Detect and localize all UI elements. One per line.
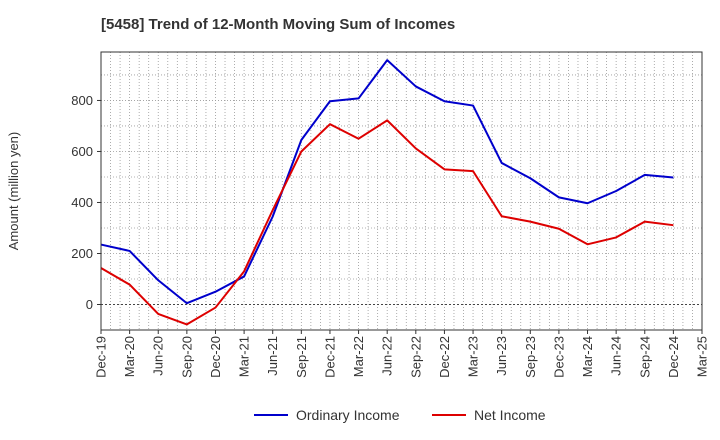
x-tick-label: Dec-24 xyxy=(666,336,681,378)
x-tick-label: Sep-23 xyxy=(523,336,538,378)
x-tick-label: Dec-19 xyxy=(94,336,109,378)
plot-border xyxy=(100,51,703,331)
y-axis-title: Amount (million yen) xyxy=(6,132,21,251)
x-tick-label: Sep-20 xyxy=(179,336,194,378)
y-tick-label: 200 xyxy=(71,246,93,261)
plot-frame xyxy=(100,51,703,331)
x-tick-label: Jun-20 xyxy=(151,336,166,376)
x-tick-label: Mar-22 xyxy=(351,336,366,377)
x-tick-label: Sep-22 xyxy=(408,336,423,378)
x-tick-label: Dec-20 xyxy=(208,336,223,378)
legend-label-ordinary-income: Ordinary Income xyxy=(296,407,400,423)
series-layer xyxy=(100,59,674,326)
x-tick-label: Dec-22 xyxy=(437,336,452,378)
x-tick-label: Dec-23 xyxy=(551,336,566,378)
x-tick-label: Sep-24 xyxy=(637,336,652,378)
y-tick-label: 400 xyxy=(71,195,93,210)
legend: Ordinary Income Net Income xyxy=(254,407,546,423)
net-income-line xyxy=(100,119,674,326)
x-tick-label: Mar-25 xyxy=(695,336,710,377)
x-tick-labels: Dec-19 Mar-20 Jun-20 Sep-20 Dec-20 Mar-21 Jun-… xyxy=(94,330,710,378)
x-tick-label: Jun-24 xyxy=(609,336,624,376)
y-tick-label: 0 xyxy=(86,297,93,312)
legend-label-net-income: Net Income xyxy=(474,407,546,423)
x-tick-label: Dec-21 xyxy=(322,336,337,378)
x-tick-label: Mar-24 xyxy=(580,336,595,377)
y-tick-label: 800 xyxy=(71,93,93,108)
y-tick-label: 600 xyxy=(71,144,93,159)
y-tick-labels: 0 200 400 600 800 xyxy=(71,93,101,312)
x-tick-label: Sep-21 xyxy=(294,336,309,378)
chart-title: [5458] Trend of 12-Month Moving Sum of I… xyxy=(101,16,456,33)
x-tick-label: Jun-21 xyxy=(265,336,280,376)
x-tick-label: Mar-23 xyxy=(466,336,481,377)
x-tick-label: Jun-22 xyxy=(380,336,395,376)
ordinary-income-line xyxy=(100,59,674,305)
x-tick-label: Mar-20 xyxy=(122,336,137,377)
x-tick-label: Jun-23 xyxy=(494,336,509,376)
grid-layer xyxy=(101,52,702,331)
x-tick-label: Mar-21 xyxy=(237,336,252,377)
